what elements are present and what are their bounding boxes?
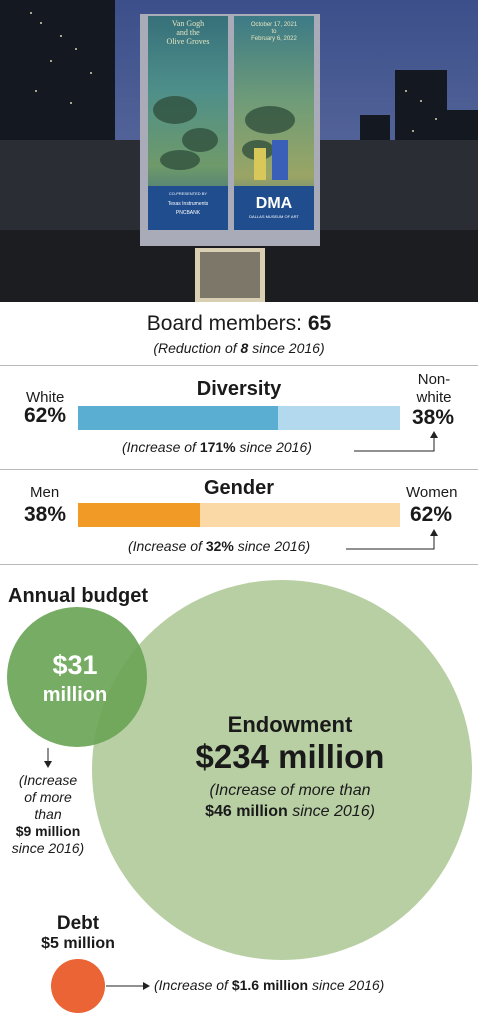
debt-note-value: $1.6 million: [231, 977, 309, 993]
annual-budget-bubble: [7, 607, 147, 747]
presented-by: CO-PRESENTED BY: [169, 191, 208, 196]
dma-logo: DMA: [256, 195, 293, 212]
board-note: (Reduction of 8 since 2016): [153, 340, 325, 356]
debt-bubble: [51, 959, 105, 1013]
diversity-bar-nonwhite: [277, 406, 400, 430]
banner-date-2: to: [271, 29, 277, 35]
painted-figures: [254, 140, 288, 180]
banner-date-3: February 6, 2022: [251, 36, 297, 42]
diversity-left-value: 62%: [24, 404, 67, 427]
gender-right-value: 62%: [410, 503, 453, 526]
diversity-left-label: White: [26, 389, 65, 406]
board-label: Board members:: [146, 312, 308, 335]
banner-left-footer: [148, 186, 228, 230]
divider: [0, 564, 478, 565]
olive-trees: [153, 96, 295, 170]
diversity-right-label: Non-white: [416, 371, 452, 406]
dma-logo-sub: DALLAS MUSEUM OF ART: [249, 214, 299, 219]
divider: [0, 469, 478, 470]
endowment-note: (Increase of more than $46 million since…: [205, 782, 375, 820]
gender-bar-men: [78, 503, 201, 527]
annual-budget-unit: million: [42, 684, 108, 706]
diversity-title: Diversity: [196, 378, 282, 400]
divider: [0, 365, 478, 366]
annual-budget-note-value: $9 million: [15, 823, 81, 839]
board-value: 65: [307, 312, 332, 335]
gender-left-label: Men: [30, 484, 60, 501]
sponsor-2: PNCBANK: [176, 210, 201, 216]
sponsor-1: Texas Instruments: [168, 201, 209, 207]
gender-note-value: 32%: [205, 538, 234, 554]
diversity-bar-white: [78, 406, 278, 430]
debt-title: Debt: [56, 913, 100, 934]
banner-right-footer: [234, 186, 314, 230]
museum-photo: Van Gogh and the Olive Groves October 17…: [0, 0, 478, 302]
gender-note: (Increase of 32% since 2016): [128, 538, 311, 554]
endowment-bubble: [92, 580, 472, 960]
annual-budget-value: $31: [52, 650, 98, 680]
banner-date-1: October 17, 2021: [251, 22, 298, 28]
endowment-title: Endowment: [227, 712, 353, 737]
banner-left-title-3: Olive Groves: [167, 37, 210, 46]
board-note-value: 8: [240, 340, 249, 356]
budget-arrow-head: [44, 761, 52, 768]
board-members-heading: Board members: 65: [0, 312, 478, 336]
gender-left-value: 38%: [24, 503, 67, 526]
gender-bar-women: [200, 503, 400, 527]
gender-title: Gender: [203, 477, 275, 499]
debt-arrow-head: [143, 982, 150, 990]
diversity-note: (Increase of 171% since 2016): [122, 439, 312, 455]
annual-budget-note: (Increase of more than $9 million since …: [0, 772, 96, 857]
annual-budget-title: Annual budget: [8, 585, 148, 607]
gender-right-label: Women: [406, 484, 458, 501]
endowment-value: $234 million: [195, 738, 385, 775]
diversity-note-value: 171%: [199, 439, 236, 455]
windows: [30, 12, 437, 132]
endowment-note-value: $46 million: [205, 803, 288, 820]
debt-value: $5 million: [41, 935, 115, 952]
debt-note: (Increase of $1.6 million since 2016): [154, 977, 385, 993]
diversity-right-value: 38%: [412, 406, 455, 429]
banner-left-title-1: Van Gogh: [172, 19, 204, 28]
banner-left-title-2: and the: [176, 28, 200, 37]
